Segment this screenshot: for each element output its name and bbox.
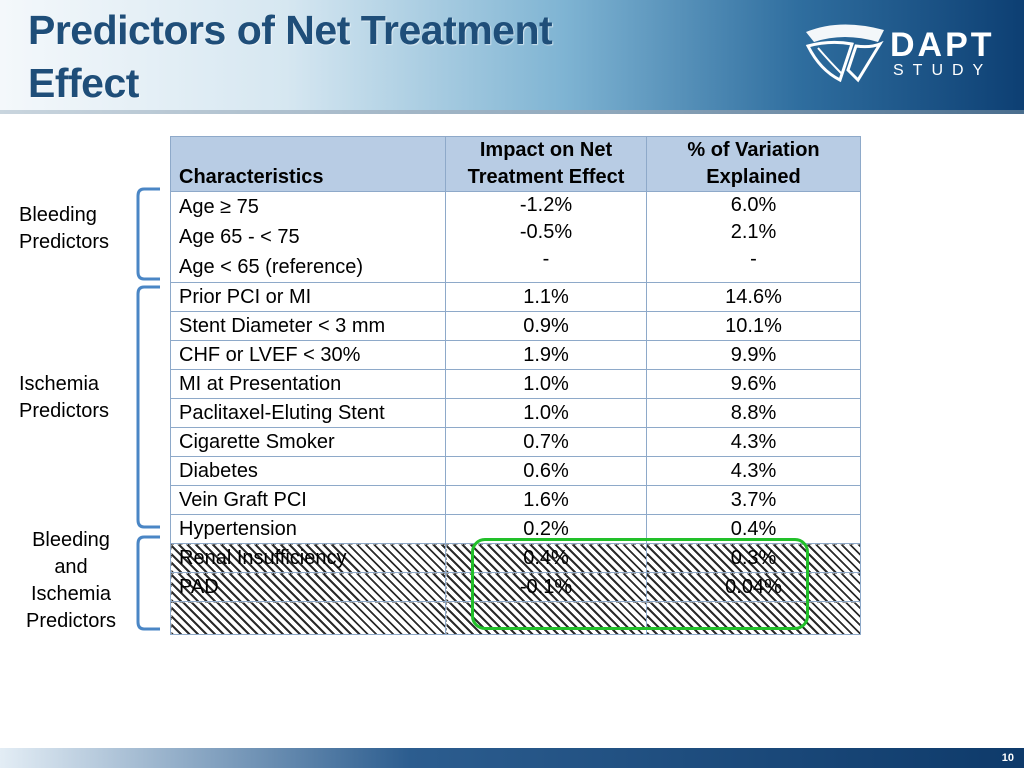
highlight-box (471, 538, 809, 630)
table-row: Paclitaxel-Eluting Stent 1.0% 8.8% (170, 398, 861, 428)
bleeding-and-ischemia-label: Bleeding and Ischemia Predictors (25, 529, 117, 632)
dapt-logo: DAPT STUDY (800, 18, 1010, 88)
table-row: Prior PCI or MI 1.1% 14.6% (170, 282, 861, 312)
table-row: CHF or LVEF < 30% 1.9% 9.9% (170, 340, 861, 370)
table-row-hatched: Renal Insufficiency 0.4% 0.3% (170, 543, 861, 573)
logo-text-main: DAPT (890, 26, 995, 64)
table-row: Stent Diameter < 3 mm 0.9% 10.1% (170, 311, 861, 341)
age-impact-cell: -1.2% -0.5% - (445, 191, 647, 283)
table-row: Diabetes 0.6% 4.3% (170, 456, 861, 486)
header-divider (0, 110, 1024, 114)
age-variation-cell: 6.0% 2.1% - (646, 191, 861, 283)
dapt-logo-icon (805, 24, 884, 83)
table-row: Cigarette Smoker 0.7% 4.3% (170, 427, 861, 457)
age-labels-cell: Age ≥ 75 Age 65 - < 75 Age < 65 (referen… (170, 191, 446, 283)
table-header-row: Characteristics Impact on Net Treatment … (170, 136, 861, 192)
table-row: Vein Graft PCI 1.6% 3.7% (170, 485, 861, 515)
logo-text-sub: STUDY (893, 62, 993, 79)
ischemia-predictors-label: Ischemia Predictors (19, 373, 110, 422)
table-row-age: Age ≥ 75 Age 65 - < 75 Age < 65 (referen… (170, 191, 861, 283)
page-title: Predictors of Net Treatment Effect (28, 7, 553, 106)
bleeding-and-ischemia-bracket (136, 535, 160, 631)
ischemia-bracket (136, 285, 160, 529)
table-row-hatched: PAD -0.1% 0.04% (170, 572, 861, 602)
footer-bar (0, 748, 1024, 768)
bleeding-predictors-label: Bleeding Predictors (19, 204, 110, 253)
bleeding-bracket (136, 187, 160, 281)
predictors-table: Characteristics Impact on Net Treatment … (170, 136, 861, 635)
page-number: 10 (1001, 752, 1014, 764)
header-variation: % of Variation Explained (646, 136, 861, 192)
header-characteristics: Characteristics (170, 136, 446, 192)
header-impact: Impact on Net Treatment Effect (445, 136, 647, 192)
table-row: MI at Presentation 1.0% 9.6% (170, 369, 861, 399)
